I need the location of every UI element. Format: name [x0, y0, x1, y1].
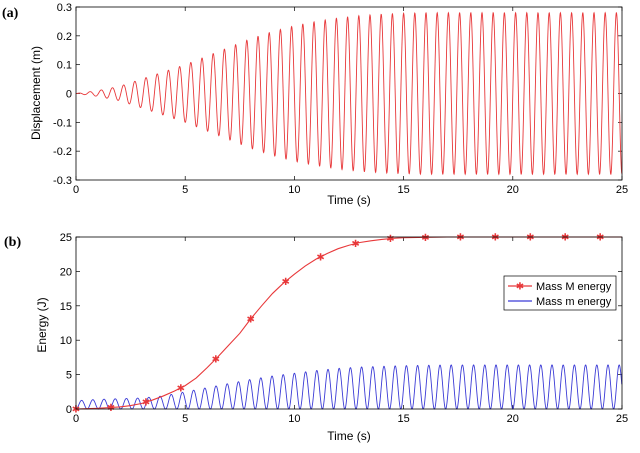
y-tick-label: 5 — [66, 370, 72, 382]
x-tick-label: 25 — [616, 184, 628, 196]
mass-M-energy-marker: ✱ — [421, 233, 429, 244]
mass-M-energy-marker: ✱ — [281, 277, 289, 288]
y-tick-label: 25 — [60, 232, 72, 244]
x-tick-label: 25 — [616, 413, 628, 425]
panel-a-ylabel: Displacement (m) — [29, 46, 43, 140]
mass-M-energy-marker: ✱ — [177, 383, 185, 394]
y-tick-label: 0 — [66, 89, 72, 101]
legend-box — [503, 275, 617, 311]
panel-a-axes — [75, 6, 623, 181]
y-tick-label: 0 — [66, 404, 72, 416]
x-tick-label: 20 — [507, 184, 519, 196]
x-tick-label: 0 — [73, 413, 79, 425]
panel-b-plot-area: ✱ ✱ ✱ ✱ ✱ ✱ ✱ ✱ ✱ ✱ ✱ ✱ ✱ ✱ ✱ ✱ — [72, 233, 623, 416]
y-tick-label: 20 — [60, 266, 72, 278]
mass-M-energy-marker: ✱ — [456, 233, 464, 244]
panel-b-ticks: 0 5 10 15 20 25 25 20 15 10 5 0 — [60, 232, 628, 425]
y-tick-label: 10 — [60, 335, 72, 347]
x-tick-label: 0 — [73, 184, 79, 196]
x-tick-label: 15 — [397, 413, 409, 425]
legend-label-mass-M: Mass M energy — [536, 281, 612, 293]
y-tick-label: 0.1 — [57, 60, 72, 72]
x-tick-label: 10 — [288, 413, 300, 425]
mass-M-energy-marker: ✱ — [247, 314, 255, 325]
x-tick-label: 10 — [288, 184, 300, 196]
mass-M-energy-marker: ✱ — [107, 403, 115, 414]
mass-M-energy-marker: ✱ — [212, 354, 220, 365]
legend-marker-mass-M: ✱ — [516, 282, 524, 293]
y-tick-label: -0.1 — [53, 117, 72, 129]
mass-M-energy-marker: ✱ — [526, 233, 534, 244]
mass-M-energy-marker: ✱ — [386, 234, 394, 245]
mass-M-energy-marker: ✱ — [596, 233, 604, 244]
x-tick-label: 5 — [182, 413, 188, 425]
panel-b-label: (b) — [4, 235, 21, 250]
mass-M-energy-marker: ✱ — [316, 252, 324, 263]
x-tick-label: 15 — [397, 184, 409, 196]
panel-b-legend: ✱ Mass M energy Mass m energy — [503, 275, 617, 311]
y-tick-label: -0.3 — [53, 175, 72, 187]
panel-b-axes — [75, 236, 623, 410]
panel-a-ticks: 0 5 10 15 20 25 0.3 0.2 0.1 0 -0.1 -0.2 -0.3 — [53, 2, 628, 196]
panel-b: (b) Energy (J) Time (s) 0 5 10 15 20 25 25 20 15… — [4, 232, 628, 443]
mass-M-energy-marker: ✱ — [351, 239, 359, 250]
panel-a-xlabel: Time (s) — [327, 193, 371, 207]
mass-M-energy-marker: ✱ — [142, 398, 150, 409]
mass-M-energy-marker: ✱ — [491, 233, 499, 244]
mass-M-energy-marker: ✱ — [72, 405, 80, 416]
y-tick-label: 0.2 — [57, 31, 72, 43]
mass-M-energy-marker: ✱ — [561, 233, 569, 244]
displacement-series-line — [76, 11, 623, 176]
y-tick-label: -0.2 — [53, 146, 72, 158]
y-tick-label: 0.3 — [57, 2, 72, 14]
mass-m-energy-line — [75, 364, 623, 410]
x-tick-label: 20 — [507, 413, 519, 425]
panel-b-xlabel: Time (s) — [327, 429, 371, 443]
y-tick-label: 15 — [60, 301, 72, 313]
legend-label-mass-m: Mass m energy — [536, 296, 612, 308]
panel-a-label: (a) — [2, 6, 19, 21]
panel-b-ylabel: Energy (J) — [35, 297, 49, 352]
panel-a-plot-area — [76, 11, 623, 176]
mass-M-energy-line — [75, 236, 622, 410]
panel-a: (a) Displacement (m) Time (s) 0 5 10 15 20 25… — [2, 2, 628, 207]
x-tick-label: 5 — [182, 184, 188, 196]
